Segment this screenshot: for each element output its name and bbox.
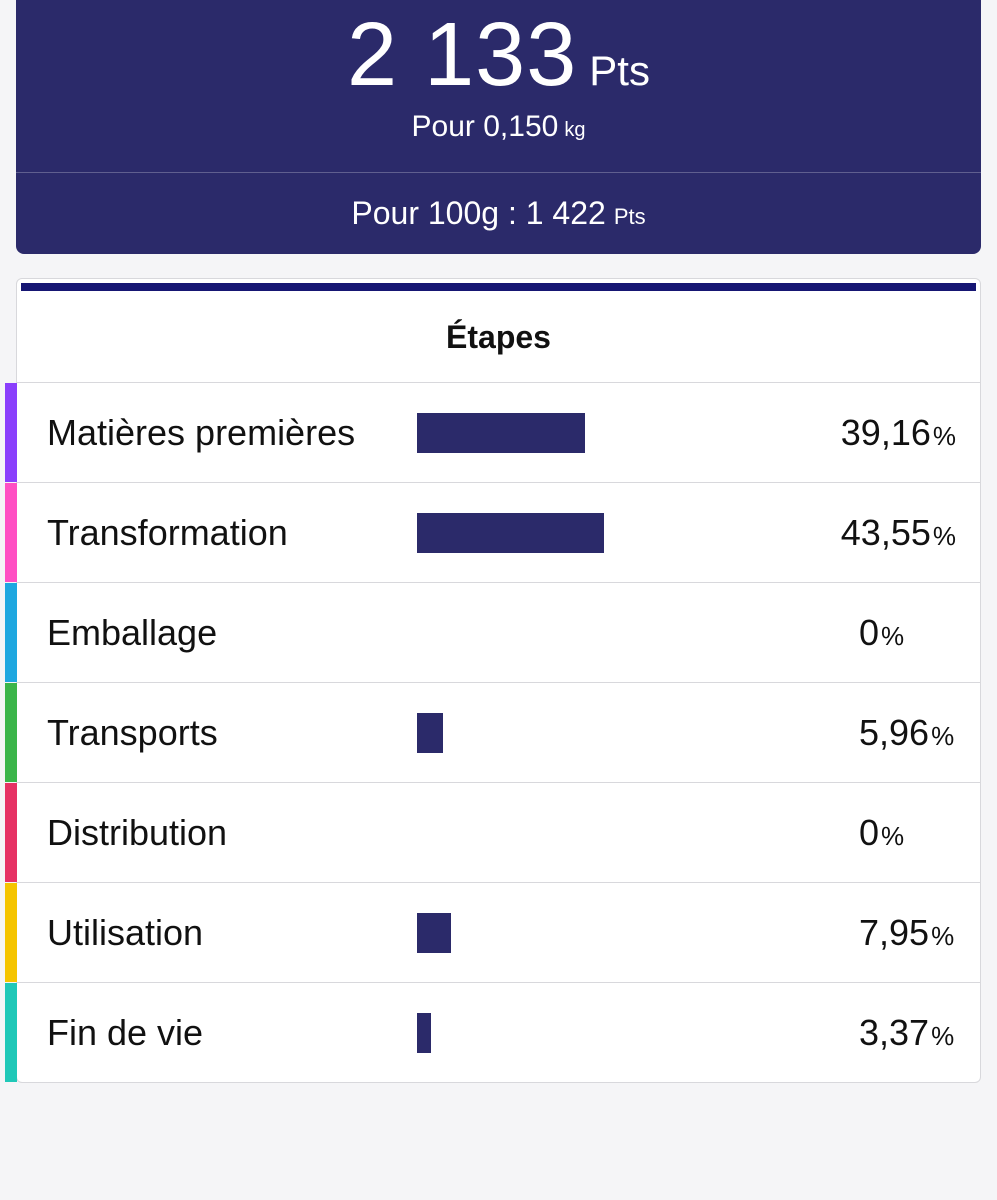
stage-percent-value: 7,95 <box>859 912 929 954</box>
stage-row: Distribution 0% <box>17 782 980 882</box>
stage-label: Utilisation <box>47 912 417 954</box>
stage-bar-fill <box>417 1013 431 1053</box>
stage-percent-value: 43,55 <box>841 512 931 554</box>
stage-label: Fin de vie <box>47 1012 417 1054</box>
score-per-100g: Pour 100g : 1 422 Pts <box>16 172 981 254</box>
percent-symbol: % <box>931 1021 954 1052</box>
stage-bar-track <box>417 1013 847 1053</box>
stage-bar-track <box>417 713 847 753</box>
stage-percent-value: 0 <box>859 612 879 654</box>
stage-percent-value: 3,37 <box>859 1012 929 1054</box>
score-header-card: 2 133 Pts Pour 0,150 kg Pour 100g : 1 42… <box>16 0 981 254</box>
stage-label: Emballage <box>47 612 417 654</box>
per-100g-unit: Pts <box>614 204 646 230</box>
stage-row: Fin de vie 3,37% <box>17 982 980 1082</box>
stage-row: Emballage 0% <box>17 582 980 682</box>
percent-symbol: % <box>933 521 956 552</box>
stage-color-tick <box>5 883 17 982</box>
stage-bar-track <box>417 613 847 653</box>
stage-color-tick <box>5 583 17 682</box>
stage-percent: 43,55% <box>829 512 956 554</box>
stage-row: Utilisation 7,95% <box>17 882 980 982</box>
stage-row: Transports 5,96% <box>17 682 980 782</box>
stage-label: Transformation <box>47 512 417 554</box>
stages-list: Matières premières 39,16% Transformation 43… <box>17 382 980 1082</box>
stage-row: Matières premières 39,16% <box>17 382 980 482</box>
stage-label: Matières premières <box>47 412 417 454</box>
stage-percent-value: 5,96 <box>859 712 929 754</box>
percent-symbol: % <box>933 421 956 452</box>
mass-unit: kg <box>564 119 585 142</box>
stage-row: Transformation 43,55% <box>17 482 980 582</box>
percent-symbol: % <box>881 821 904 852</box>
stage-color-tick <box>5 983 17 1082</box>
stage-label: Transports <box>47 712 417 754</box>
stage-percent: 39,16% <box>829 412 956 454</box>
stage-percent: 7,95% <box>847 912 954 954</box>
percent-symbol: % <box>931 721 954 752</box>
score-main: 2 133 Pts Pour 0,150 kg <box>16 0 981 172</box>
stage-bar-fill <box>417 513 604 553</box>
stages-card: Étapes Matières premières39,16%Transform… <box>16 278 981 1083</box>
stage-color-tick <box>5 783 17 882</box>
mass-line: Pour 0,150 kg <box>36 110 961 144</box>
stage-percent: 5,96% <box>847 712 954 754</box>
stages-tab-accent <box>21 283 976 291</box>
stage-color-tick <box>5 683 17 782</box>
stage-percent-value: 0 <box>859 812 879 854</box>
stage-bar-track <box>417 513 829 553</box>
stage-bar-fill <box>417 913 451 953</box>
stage-percent: 0% <box>847 812 904 854</box>
stage-color-tick <box>5 383 17 482</box>
percent-symbol: % <box>931 921 954 952</box>
score-value: 2 133 <box>347 10 577 100</box>
stage-percent-value: 39,16 <box>841 412 931 454</box>
stage-percent: 3,37% <box>847 1012 954 1054</box>
stage-bar-fill <box>417 713 443 753</box>
stage-color-tick <box>5 483 17 582</box>
stage-bar-track <box>417 413 829 453</box>
mass-label: Pour 0,150 <box>412 110 559 144</box>
stage-percent: 0% <box>847 612 904 654</box>
stage-bar-track <box>417 813 847 853</box>
per-100g-text: Pour 100g : 1 422 <box>351 195 605 232</box>
score-line: 2 133 Pts <box>36 10 961 100</box>
stage-bar-fill <box>417 413 585 453</box>
stage-label: Distribution <box>47 812 417 854</box>
percent-symbol: % <box>881 621 904 652</box>
stage-bar-track <box>417 913 847 953</box>
score-unit: Pts <box>589 50 650 92</box>
stages-title: Étapes <box>17 291 980 382</box>
